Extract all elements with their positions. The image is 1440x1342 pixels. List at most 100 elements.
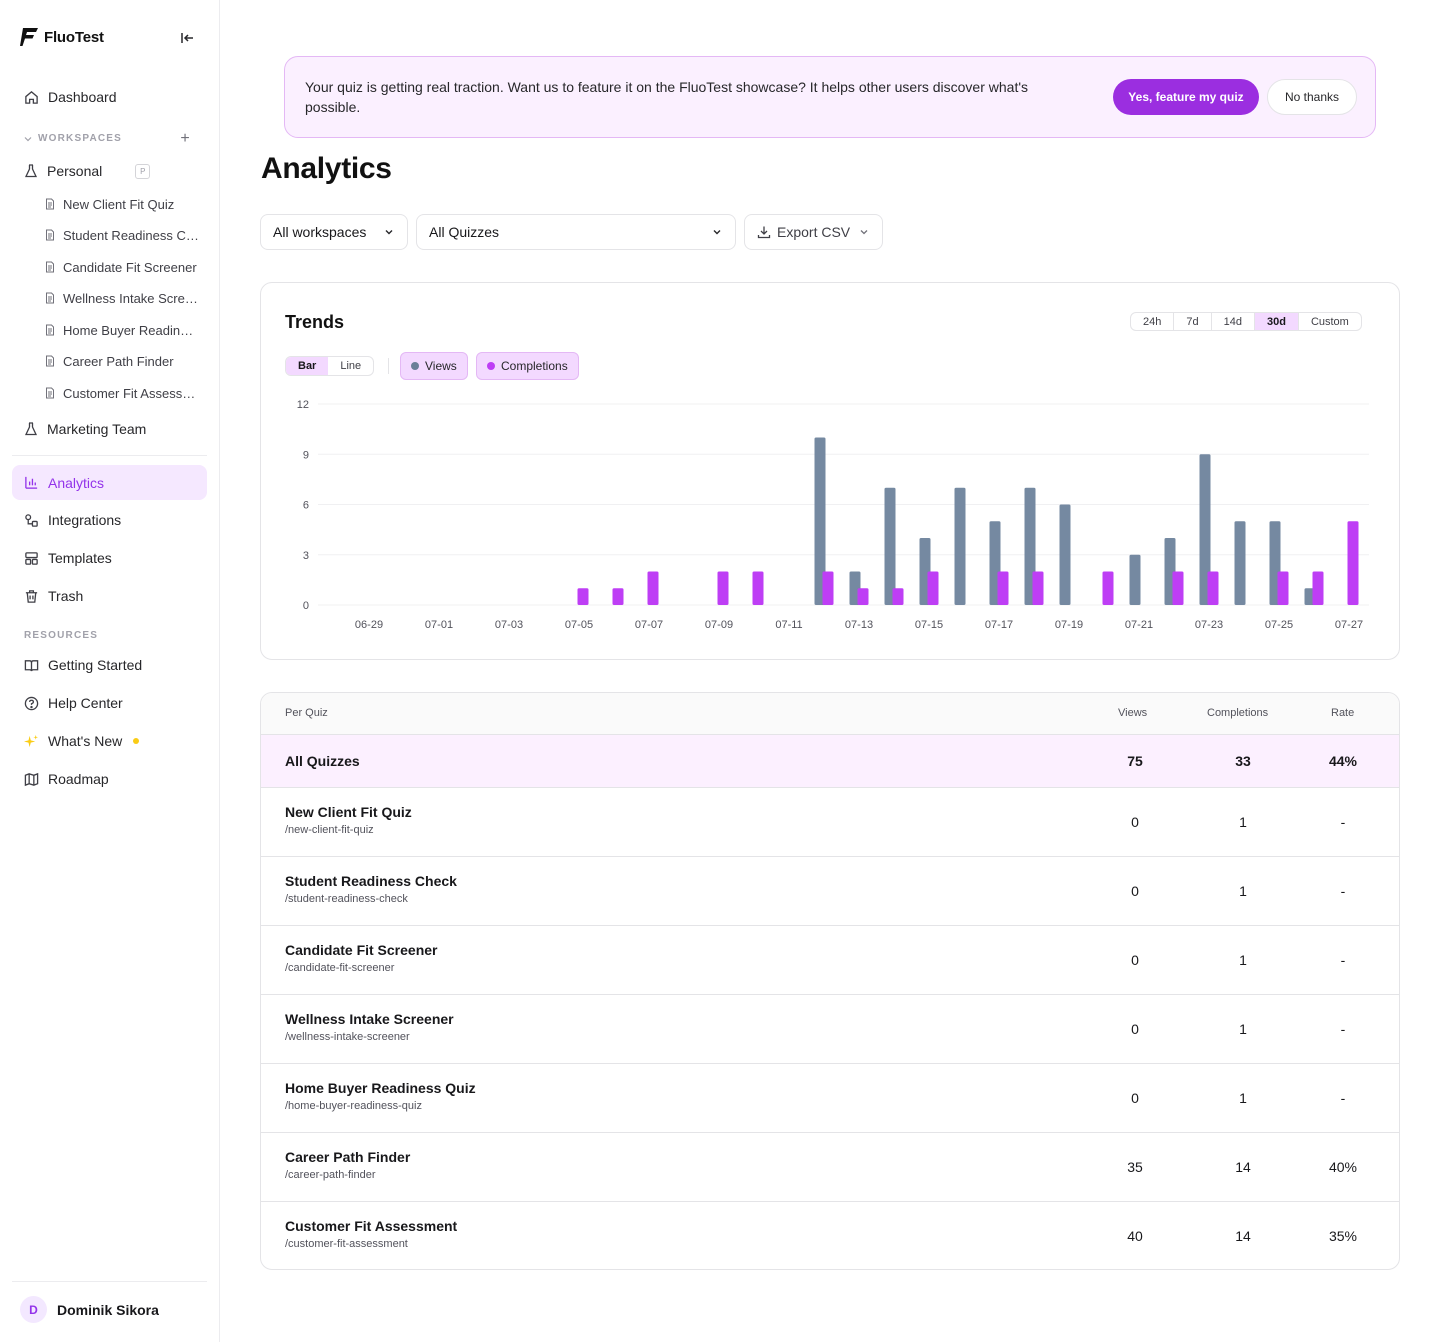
range-custom[interactable]: Custom bbox=[1310, 315, 1349, 328]
x-tick-label: 07-25 bbox=[1265, 619, 1293, 631]
legend-views[interactable]: Views bbox=[400, 352, 468, 380]
row-rate: 44% bbox=[1328, 753, 1358, 769]
bar-completions[interactable] bbox=[857, 588, 869, 605]
chart-type-bar[interactable]: Bar bbox=[286, 357, 329, 375]
row-name: Customer Fit Assessment bbox=[285, 1218, 458, 1234]
sidebar-quiz-item[interactable]: New Client Fit Quiz bbox=[44, 193, 200, 215]
legend-completions[interactable]: Completions bbox=[476, 352, 579, 380]
bar-views[interactable] bbox=[1199, 454, 1211, 605]
sidebar-divider bbox=[12, 455, 207, 456]
bar-completions[interactable] bbox=[1172, 571, 1184, 606]
bar-views[interactable] bbox=[954, 487, 966, 605]
bar-views[interactable] bbox=[1234, 521, 1246, 605]
bar-completions[interactable] bbox=[1312, 571, 1324, 606]
bar-completions[interactable] bbox=[647, 571, 659, 606]
x-tick-label: 07-07 bbox=[635, 619, 663, 631]
row-name: Candidate Fit Screener bbox=[285, 942, 438, 958]
bar-completions[interactable] bbox=[822, 571, 834, 606]
flask-icon bbox=[24, 164, 38, 178]
bar-views[interactable] bbox=[814, 437, 826, 606]
chevron-down-icon bbox=[385, 230, 393, 235]
y-tick-label: 3 bbox=[303, 550, 309, 562]
document-icon bbox=[46, 198, 54, 210]
nav-getting-started[interactable]: Getting Started bbox=[12, 648, 207, 682]
bar-completions[interactable] bbox=[1347, 521, 1359, 605]
table-row-total[interactable]: All Quizzes 75 33 44% bbox=[261, 735, 1399, 788]
bar-views[interactable] bbox=[884, 487, 896, 605]
sidebar-quiz-item[interactable]: Wellness Intake Screener bbox=[44, 287, 200, 309]
header-views[interactable]: Views bbox=[1118, 707, 1148, 719]
sidebar-quiz-item[interactable]: Candidate Fit Screener bbox=[44, 256, 200, 278]
bar-completions[interactable] bbox=[752, 571, 764, 606]
nav-integrations[interactable]: Integrations bbox=[12, 503, 207, 537]
app-logo[interactable]: FluoTest bbox=[20, 26, 104, 48]
nav-help-center[interactable]: Help Center bbox=[12, 686, 207, 720]
sidebar-quiz-item[interactable]: Home Buyer Readiness Quiz bbox=[44, 319, 200, 341]
row-views: 0 bbox=[1131, 814, 1139, 830]
bar-completions[interactable] bbox=[577, 588, 589, 605]
row-slug: /home-buyer-readiness-quiz bbox=[285, 1100, 422, 1112]
chevron-down-icon bbox=[860, 230, 868, 235]
document-icon bbox=[46, 387, 54, 399]
header-rate[interactable]: Rate bbox=[1331, 707, 1355, 719]
row-rate: 40% bbox=[1328, 1159, 1358, 1175]
document-icon bbox=[46, 261, 54, 273]
bar-completions[interactable] bbox=[892, 588, 904, 605]
row-rate: - bbox=[1340, 814, 1346, 830]
range-7d[interactable]: 7d bbox=[1174, 313, 1212, 330]
sidebar-quiz-item[interactable]: Student Readiness Check bbox=[44, 224, 200, 246]
bar-completions[interactable] bbox=[1032, 571, 1044, 606]
x-tick-label: 06-29 bbox=[355, 619, 383, 631]
table-row[interactable]: Student Readiness Check/student-readines… bbox=[261, 857, 1399, 926]
nav-whats-new[interactable]: What's New bbox=[12, 724, 207, 758]
table-row[interactable]: Wellness Intake Screener/wellness-intake… bbox=[261, 995, 1399, 1064]
table-row[interactable]: Career Path Finder/career-path-finder 35 1… bbox=[261, 1133, 1399, 1202]
workspace-select[interactable]: All workspaces bbox=[260, 214, 408, 250]
range-30d[interactable]: 30d bbox=[1254, 313, 1299, 330]
row-views: 40 bbox=[1127, 1228, 1143, 1244]
nav-templates[interactable]: Templates bbox=[12, 541, 207, 575]
collapse-sidebar-icon[interactable] bbox=[178, 29, 196, 47]
bar-views[interactable] bbox=[1059, 504, 1071, 606]
bar-completions[interactable] bbox=[612, 588, 624, 605]
row-rate: - bbox=[1340, 883, 1346, 899]
table-row[interactable]: Candidate Fit Screener/candidate-fit-scr… bbox=[261, 926, 1399, 995]
range-14d[interactable]: 14d bbox=[1212, 313, 1255, 330]
table-row[interactable]: Home Buyer Readiness Quiz/home-buyer-rea… bbox=[261, 1064, 1399, 1133]
workspaces-section-label[interactable]: WORKSPACES bbox=[24, 133, 122, 144]
quiz-select[interactable]: All Quizzes bbox=[416, 214, 736, 250]
user-profile[interactable]: D Dominik Sikora bbox=[20, 1296, 159, 1323]
bar-completions[interactable] bbox=[1102, 571, 1114, 606]
row-name: Student Readiness Check bbox=[285, 873, 457, 889]
feature-quiz-button[interactable]: Yes, feature my quiz bbox=[1113, 79, 1259, 115]
bar-completions[interactable] bbox=[927, 571, 939, 606]
add-workspace-button[interactable]: + bbox=[180, 130, 190, 147]
page-title: Analytics bbox=[261, 152, 392, 185]
x-tick-label: 07-19 bbox=[1055, 619, 1083, 631]
row-views: 35 bbox=[1127, 1159, 1143, 1175]
chart-type-line[interactable]: Line bbox=[340, 360, 362, 372]
bar-views[interactable] bbox=[1129, 554, 1141, 605]
workspace-personal[interactable]: Personal P bbox=[24, 159, 151, 183]
nav-trash[interactable]: Trash bbox=[12, 579, 207, 613]
bar-completions[interactable] bbox=[1207, 571, 1219, 606]
range-24h[interactable]: 24h bbox=[1131, 313, 1175, 330]
sidebar-quiz-item[interactable]: Customer Fit Assessment bbox=[44, 382, 200, 404]
row-slug: /new-client-fit-quiz bbox=[285, 824, 374, 836]
dismiss-banner-button[interactable]: No thanks bbox=[1267, 79, 1357, 115]
nav-analytics[interactable]: Analytics bbox=[12, 465, 207, 500]
bar-completions[interactable] bbox=[1277, 571, 1289, 606]
table-row[interactable]: Customer Fit Assessment/customer-fit-ass… bbox=[261, 1202, 1399, 1269]
bar-completions[interactable] bbox=[997, 571, 1009, 606]
bar-completions[interactable] bbox=[717, 571, 729, 606]
table-row[interactable]: New Client Fit Quiz/new-client-fit-quiz 0… bbox=[261, 788, 1399, 857]
nav-roadmap[interactable]: Roadmap bbox=[12, 762, 207, 796]
sidebar-quiz-item[interactable]: Career Path Finder bbox=[44, 350, 200, 372]
workspace-marketing-team[interactable]: Marketing Team bbox=[24, 417, 146, 441]
x-tick-label: 07-27 bbox=[1335, 619, 1363, 631]
nav-dashboard[interactable]: Dashboard bbox=[12, 80, 207, 114]
row-completions: 33 bbox=[1235, 753, 1251, 769]
header-completions[interactable]: Completions bbox=[1207, 707, 1269, 719]
export-csv-button[interactable]: Export CSV bbox=[744, 214, 883, 250]
fluotest-logo-icon bbox=[20, 28, 38, 46]
